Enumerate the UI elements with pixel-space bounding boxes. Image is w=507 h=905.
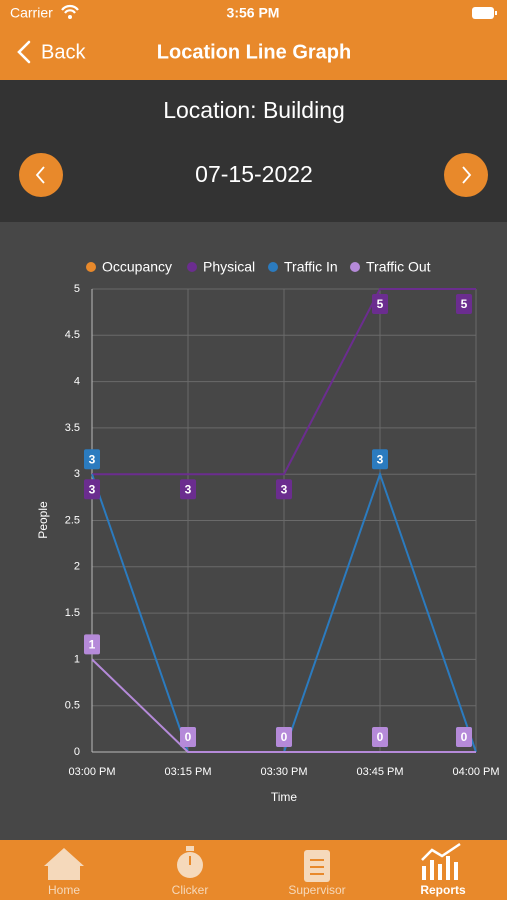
carrier: Carrier [10, 5, 53, 21]
y-tick-label: 3.5 [65, 422, 80, 434]
data-label-bg [456, 727, 472, 747]
legend-label: Traffic Out [366, 259, 431, 275]
battery-tip [495, 11, 497, 15]
reports-icon [421, 842, 461, 880]
y-tick-label: 2 [74, 561, 80, 573]
data-label: 0 [185, 730, 192, 744]
legend-swatch [86, 262, 96, 272]
data-label: 3 [281, 482, 288, 496]
tab-supervisor[interactable]: Supervisor [288, 883, 345, 897]
tab-clicker[interactable]: Clicker [172, 883, 209, 897]
data-label-bg [84, 634, 100, 655]
y-tick-label: 5 [74, 283, 80, 295]
chart: 0 0.5 1 1.5 2 2.5 3 3.5 4 4.5 5 03:00 PM 03:15 PM 03:… [36, 259, 499, 804]
data-label: 0 [377, 730, 384, 744]
x-tick-label: 03:30 PM [260, 766, 307, 778]
x-tick-label: 03:15 PM [164, 766, 211, 778]
legend-label: Physical [203, 259, 255, 275]
clock: 3:56 PM [227, 5, 280, 21]
data-label-bg [180, 479, 196, 500]
tab-home[interactable]: Home [48, 883, 80, 897]
data-label-bg [372, 449, 388, 470]
y-tick-label: 0 [74, 746, 80, 758]
battery-icon [472, 7, 494, 19]
data-label-bg [84, 449, 100, 470]
y-tick-label: 3 [74, 468, 80, 480]
y-tick-label: 4 [74, 376, 80, 388]
series-line [91, 658, 476, 753]
next-chevron [462, 166, 472, 184]
nav-title: Location Line Graph [157, 41, 351, 63]
data-label: 1 [89, 638, 96, 652]
legend-label: Occupancy [102, 259, 172, 275]
data-label: 3 [89, 452, 96, 466]
top-bar [0, 0, 507, 80]
data-label: 5 [461, 297, 468, 311]
date-label: 07-15-2022 [195, 161, 313, 187]
data-label-bg [372, 727, 388, 747]
data-label-bg [180, 727, 196, 747]
data-label-bg [372, 294, 388, 314]
y-axis-title: People [36, 501, 50, 539]
data-label-bg [84, 479, 100, 500]
supervisor-icon [304, 850, 330, 882]
y-tick-label: 1.5 [65, 607, 80, 619]
data-label: 0 [281, 730, 288, 744]
prev-chevron [35, 166, 45, 184]
y-tick-label: 0.5 [65, 700, 80, 712]
x-tick-label: 03:45 PM [356, 766, 403, 778]
legend-swatch [268, 262, 278, 272]
home-icon [44, 848, 84, 880]
series-line [92, 288, 476, 476]
data-label-bg [456, 294, 472, 314]
location-title: Location: Building [163, 97, 345, 123]
data-label: 3 [377, 452, 384, 466]
prev-button[interactable] [19, 153, 63, 197]
legend-swatch [187, 262, 197, 272]
y-tick-label: 1 [74, 653, 80, 665]
data-label: 5 [377, 297, 384, 311]
data-label-bg [276, 727, 292, 747]
back-button[interactable]: Back [41, 41, 86, 63]
wifi-icon [61, 4, 79, 14]
wifi-dot [68, 15, 72, 19]
header-panel [0, 80, 507, 222]
y-tick-label: 4.5 [65, 329, 80, 341]
x-axis-title: Time [271, 790, 298, 804]
data-label-bg [276, 479, 292, 500]
y-tick-label: 2.5 [65, 514, 80, 526]
legend-label: Traffic In [284, 259, 338, 275]
chart-panel [0, 222, 507, 840]
back-chevron[interactable] [17, 40, 31, 64]
next-button[interactable] [444, 153, 488, 197]
legend-swatch [350, 262, 360, 272]
tab-reports[interactable]: Reports [420, 883, 466, 897]
clicker-icon [177, 846, 203, 878]
x-tick-label: 04:00 PM [452, 766, 499, 778]
data-label: 3 [185, 482, 192, 496]
x-tick-label: 03:00 PM [68, 766, 115, 778]
data-label: 3 [89, 482, 96, 496]
data-label: 0 [461, 730, 468, 744]
